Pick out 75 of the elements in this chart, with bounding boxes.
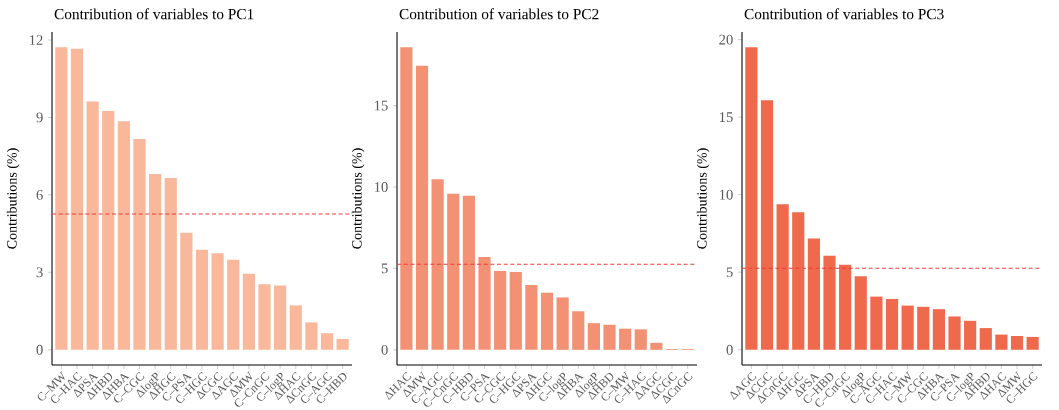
bar xyxy=(807,238,820,350)
bar xyxy=(320,333,334,350)
y-tick-label: 0 xyxy=(381,344,388,355)
bar xyxy=(305,322,318,350)
bar xyxy=(995,334,1008,350)
bar xyxy=(70,48,84,350)
bar xyxy=(540,292,554,350)
bar xyxy=(948,316,961,350)
bar xyxy=(102,110,115,350)
bar xyxy=(964,320,977,350)
y-tick-label: 10 xyxy=(719,189,733,200)
chart-title: Contribution of variables to PC1 xyxy=(54,8,254,20)
bar xyxy=(885,298,899,350)
y-tick-label: 5 xyxy=(381,263,388,274)
bar xyxy=(86,101,99,350)
y-tick-label: 5 xyxy=(726,267,733,277)
bar xyxy=(823,255,836,350)
bar xyxy=(274,285,287,350)
bar xyxy=(164,177,177,350)
bar xyxy=(1010,335,1024,350)
y-tick-label: 15 xyxy=(719,112,733,122)
bar xyxy=(603,324,616,350)
chart-title: Contribution of variables to PC3 xyxy=(744,8,944,20)
y-tick-label: 10 xyxy=(374,181,388,192)
bar xyxy=(462,195,475,350)
bar xyxy=(556,297,569,350)
y-tick-label: 0 xyxy=(36,344,43,355)
bar xyxy=(227,259,240,350)
y-tick-label: 15 xyxy=(374,100,388,111)
bar xyxy=(149,173,162,350)
bar xyxy=(133,138,146,350)
bar xyxy=(745,46,758,350)
bar xyxy=(336,338,349,350)
y-axis-title: Contributions (%) xyxy=(6,148,20,249)
bar xyxy=(509,271,522,350)
bar xyxy=(195,249,209,350)
bar xyxy=(619,328,632,350)
bar xyxy=(478,256,491,350)
bar xyxy=(289,305,302,350)
y-axis-title: Contributions (%) xyxy=(696,148,710,249)
bar xyxy=(431,178,444,350)
bar xyxy=(587,322,600,350)
bar xyxy=(55,47,68,350)
chart-title: Contribution of variables to PC2 xyxy=(399,8,599,20)
bar xyxy=(901,305,914,350)
y-tick-label: 12 xyxy=(29,34,43,45)
bar xyxy=(572,311,585,350)
y-tick-label: 9 xyxy=(36,112,43,123)
y-tick-label: 6 xyxy=(36,189,43,200)
bar xyxy=(242,273,255,350)
bar xyxy=(634,329,647,350)
bar xyxy=(525,284,538,350)
bar xyxy=(650,342,663,350)
y-tick-label: 20 xyxy=(719,34,733,45)
y-tick-label: 3 xyxy=(36,267,43,278)
bar xyxy=(839,264,852,350)
bar xyxy=(854,276,867,350)
bar xyxy=(917,306,930,350)
bar xyxy=(870,296,883,350)
bar xyxy=(180,232,193,350)
bar xyxy=(760,100,774,350)
bar xyxy=(400,46,413,350)
bar xyxy=(776,204,789,350)
bar xyxy=(494,270,507,350)
y-tick-label: 0 xyxy=(726,344,733,355)
bar xyxy=(211,253,224,350)
bar xyxy=(258,283,271,350)
bar xyxy=(117,121,130,350)
bar xyxy=(447,193,460,350)
bar xyxy=(415,65,429,350)
y-axis-title: Contributions (%) xyxy=(351,148,365,249)
bar xyxy=(1026,336,1039,350)
bar xyxy=(979,327,992,350)
bar xyxy=(932,308,945,350)
bar xyxy=(792,212,805,350)
